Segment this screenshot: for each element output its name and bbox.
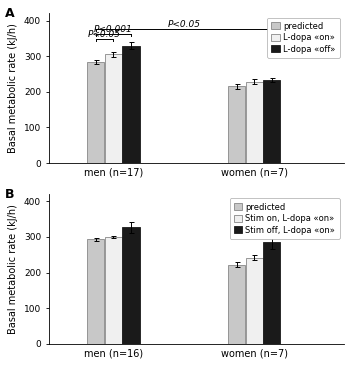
Text: P<0.05: P<0.05 xyxy=(88,30,121,39)
Bar xyxy=(122,227,140,344)
Text: A: A xyxy=(5,7,15,21)
Bar xyxy=(87,239,105,344)
Bar xyxy=(228,265,245,344)
Text: P<0.001: P<0.001 xyxy=(94,25,133,34)
Legend: predicted, Stim on, L-dopa «on», Stim off, L-dopa «on»: predicted, Stim on, L-dopa «on», Stim of… xyxy=(230,198,339,239)
Text: P<0.05: P<0.05 xyxy=(167,20,200,29)
Legend: predicted, L-dopa «on», L-dopa «off»: predicted, L-dopa «on», L-dopa «off» xyxy=(267,18,339,58)
Y-axis label: Basal metabolic rate (kJ/h): Basal metabolic rate (kJ/h) xyxy=(8,23,18,153)
Text: B: B xyxy=(5,188,15,201)
Bar xyxy=(263,242,280,344)
Bar xyxy=(87,62,105,163)
Bar xyxy=(245,82,263,163)
Y-axis label: Basal metabolic rate (kJ/h): Basal metabolic rate (kJ/h) xyxy=(8,204,18,334)
Bar xyxy=(228,87,245,163)
Bar xyxy=(245,258,263,344)
Bar xyxy=(122,46,140,163)
Bar xyxy=(105,237,122,344)
Bar xyxy=(263,80,280,163)
Bar xyxy=(105,54,122,163)
